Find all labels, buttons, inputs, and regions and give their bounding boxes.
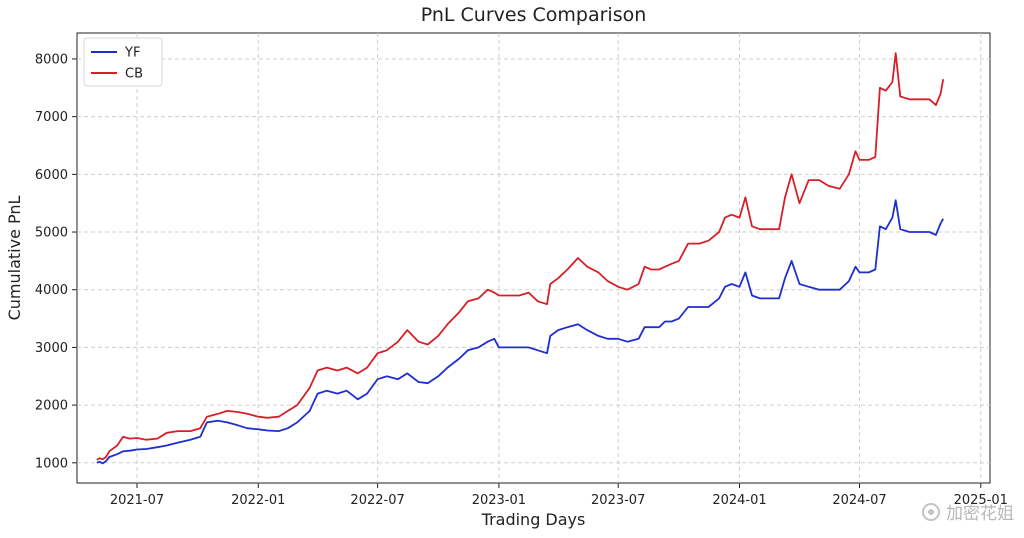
x-axis: 2021-07 2022-01 2022-07 2023-01 2023-07 2024-… [110, 483, 1008, 508]
grid-lines [77, 33, 990, 483]
y-tick-label: 7000 [35, 110, 68, 125]
x-tick-label: 2022-01 [231, 493, 285, 508]
legend-label-yf: YF [124, 46, 140, 61]
x-tick-label: 2023-07 [591, 493, 645, 508]
y-axis: 1000 2000 3000 4000 5000 6000 7000 8000 [35, 52, 77, 471]
y-tick-label: 1000 [35, 456, 68, 471]
x-tick-label: 2022-07 [350, 493, 404, 508]
legend: YF CB [83, 37, 163, 87]
y-tick-label: 5000 [35, 226, 68, 241]
watermark-text: 加密花姐 [946, 504, 1014, 524]
series-line-yf [96, 199, 944, 465]
legend-box [83, 37, 163, 87]
y-tick-label: 8000 [35, 52, 68, 67]
chart-title: PnL Curves Comparison [421, 4, 647, 26]
wechat-icon [922, 502, 940, 521]
y-tick-label: 2000 [35, 399, 68, 414]
x-tick-label: 2025-01 [954, 493, 1008, 508]
plot-area [76, 32, 991, 484]
y-tick-label: 6000 [35, 168, 68, 183]
series-layer [96, 52, 945, 465]
y-tick-label: 3000 [35, 341, 68, 356]
y-axis-label: Cumulative PnL [5, 196, 24, 321]
watermark: 加密花姐 [922, 499, 1014, 524]
x-tick-label: 2021-07 [110, 493, 164, 508]
series-line-cb [96, 52, 945, 461]
x-tick-label: 2023-01 [472, 493, 526, 508]
x-tick-label: 2024-07 [832, 493, 886, 508]
x-axis-label: Trading Days [481, 510, 586, 529]
y-tick-label: 4000 [35, 283, 68, 298]
legend-label-cb: CB [125, 67, 143, 82]
x-tick-label: 2024-01 [712, 493, 766, 508]
